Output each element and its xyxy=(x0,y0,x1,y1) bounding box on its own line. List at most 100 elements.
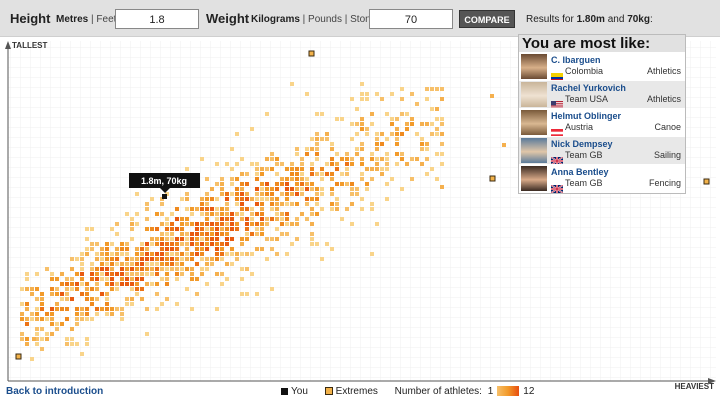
density-cell[interactable] xyxy=(175,252,179,256)
density-cell[interactable] xyxy=(245,182,249,186)
density-cell[interactable] xyxy=(25,272,29,276)
density-cell[interactable] xyxy=(170,257,174,261)
density-cell[interactable] xyxy=(310,137,314,141)
density-cell[interactable] xyxy=(165,262,169,266)
density-cell[interactable] xyxy=(70,267,74,271)
density-cell[interactable] xyxy=(140,247,144,251)
density-cell[interactable] xyxy=(180,272,184,276)
density-cell[interactable] xyxy=(410,157,414,161)
density-cell[interactable] xyxy=(375,157,379,161)
density-cell[interactable] xyxy=(25,322,29,326)
density-cell[interactable] xyxy=(95,287,99,291)
density-cell[interactable] xyxy=(205,222,209,226)
density-cell[interactable] xyxy=(35,337,39,341)
density-cell[interactable] xyxy=(210,227,214,231)
density-cell[interactable] xyxy=(185,252,189,256)
density-cell[interactable] xyxy=(405,162,409,166)
density-cell[interactable] xyxy=(185,242,189,246)
density-cell[interactable] xyxy=(370,202,374,206)
density-cell[interactable] xyxy=(360,97,364,101)
density-cell[interactable] xyxy=(410,117,414,121)
density-cell[interactable] xyxy=(205,177,209,181)
density-cell[interactable] xyxy=(310,182,314,186)
density-cell[interactable] xyxy=(105,282,109,286)
density-cell[interactable] xyxy=(350,192,354,196)
density-cell[interactable] xyxy=(370,122,374,126)
density-cell[interactable] xyxy=(110,242,114,246)
density-cell[interactable] xyxy=(230,212,234,216)
density-cell[interactable] xyxy=(305,197,309,201)
density-cell[interactable] xyxy=(200,212,204,216)
density-cell[interactable] xyxy=(400,87,404,91)
density-cell[interactable] xyxy=(390,177,394,181)
density-cell[interactable] xyxy=(285,232,289,236)
density-cell[interactable] xyxy=(305,187,309,191)
density-cell[interactable] xyxy=(20,302,24,306)
density-cell[interactable] xyxy=(65,297,69,301)
density-cell[interactable] xyxy=(345,207,349,211)
density-cell[interactable] xyxy=(155,212,159,216)
density-cell[interactable] xyxy=(370,252,374,256)
density-cell[interactable] xyxy=(360,127,364,131)
density-cell[interactable] xyxy=(360,147,364,151)
density-cell[interactable] xyxy=(330,142,334,146)
density-cell[interactable] xyxy=(245,252,249,256)
density-cell[interactable] xyxy=(160,262,164,266)
density-cell[interactable] xyxy=(85,282,89,286)
density-cell[interactable] xyxy=(365,167,369,171)
density-cell[interactable] xyxy=(110,272,114,276)
density-cell[interactable] xyxy=(155,307,159,311)
density-cell[interactable] xyxy=(275,182,279,186)
density-cell[interactable] xyxy=(185,222,189,226)
density-cell[interactable] xyxy=(125,302,129,306)
density-cell[interactable] xyxy=(210,232,214,236)
density-cell[interactable] xyxy=(30,357,34,361)
density-cell[interactable] xyxy=(190,212,194,216)
density-cell[interactable] xyxy=(40,302,44,306)
density-cell[interactable] xyxy=(190,207,194,211)
density-cell[interactable] xyxy=(190,232,194,236)
density-cell[interactable] xyxy=(160,252,164,256)
density-cell[interactable] xyxy=(360,157,364,161)
density-cell[interactable] xyxy=(35,327,39,331)
density-cell[interactable] xyxy=(240,292,244,296)
density-cell[interactable] xyxy=(410,177,414,181)
density-cell[interactable] xyxy=(130,282,134,286)
density-cell[interactable] xyxy=(365,182,369,186)
density-cell[interactable] xyxy=(265,112,269,116)
density-cell[interactable] xyxy=(180,267,184,271)
density-cell[interactable] xyxy=(340,182,344,186)
density-cell[interactable] xyxy=(130,227,134,231)
density-cell[interactable] xyxy=(135,252,139,256)
density-cell[interactable] xyxy=(120,252,124,256)
density-cell[interactable] xyxy=(180,217,184,221)
density-cell[interactable] xyxy=(255,232,259,236)
density-cell[interactable] xyxy=(310,232,314,236)
density-cell[interactable] xyxy=(320,167,324,171)
density-cell[interactable] xyxy=(45,332,49,336)
density-cell[interactable] xyxy=(330,172,334,176)
density-cell[interactable] xyxy=(225,242,229,246)
density-cell[interactable] xyxy=(280,202,284,206)
density-cell[interactable] xyxy=(255,202,259,206)
density-cell[interactable] xyxy=(155,252,159,256)
density-cell[interactable] xyxy=(120,317,124,321)
density-cell[interactable] xyxy=(365,92,369,96)
density-cell[interactable] xyxy=(205,242,209,246)
density-cell[interactable] xyxy=(85,337,89,341)
density-cell[interactable] xyxy=(270,237,274,241)
density-cell[interactable] xyxy=(95,297,99,301)
density-cell[interactable] xyxy=(205,207,209,211)
density-cell[interactable] xyxy=(205,247,209,251)
density-cell[interactable] xyxy=(195,262,199,266)
density-cell[interactable] xyxy=(125,272,129,276)
density-cell[interactable] xyxy=(60,307,64,311)
density-cell[interactable] xyxy=(75,317,79,321)
density-cell[interactable] xyxy=(265,237,269,241)
compare-button[interactable]: COMPARE xyxy=(459,10,515,28)
density-cell[interactable] xyxy=(30,292,34,296)
density-cell[interactable] xyxy=(335,117,339,121)
density-cell[interactable] xyxy=(175,257,179,261)
density-cell[interactable] xyxy=(375,222,379,226)
density-cell[interactable] xyxy=(35,272,39,276)
